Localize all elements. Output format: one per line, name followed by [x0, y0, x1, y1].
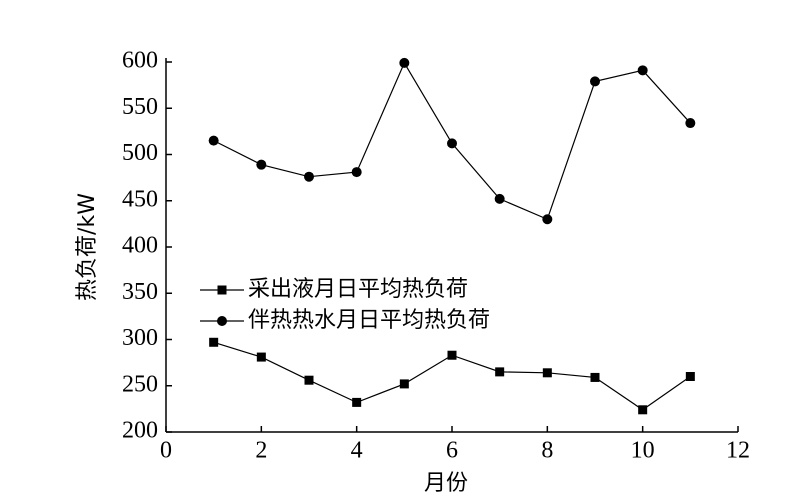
data-point [542, 368, 552, 378]
data-point [256, 352, 266, 362]
data-point [638, 405, 648, 415]
legend-label: 采出液月日平均热负荷 [248, 277, 468, 302]
data-point [352, 397, 362, 407]
legend-marker [217, 285, 227, 295]
y-tick-label: 450 [122, 186, 158, 212]
data-point [685, 372, 695, 381]
data-point [447, 138, 457, 149]
data-point [637, 65, 648, 76]
x-tick-label: 10 [631, 438, 655, 464]
data-point [685, 118, 696, 129]
data-point [256, 159, 267, 170]
y-tick-label: 350 [122, 279, 158, 305]
data-point [208, 135, 219, 146]
data-point [542, 214, 553, 225]
data-point [304, 171, 314, 182]
x-tick-label: 12 [726, 438, 750, 464]
x-tick-label: 0 [160, 438, 172, 464]
data-point [304, 375, 314, 385]
data-point [447, 350, 457, 360]
y-tick-label: 600 [122, 48, 158, 74]
y-tick-label: 500 [122, 140, 158, 166]
y-tick-label: 200 [122, 418, 158, 444]
legend-label: 伴热热水月日平均热负荷 [248, 308, 490, 333]
data-point [399, 379, 409, 389]
y-tick-label: 300 [122, 325, 158, 351]
data-point [590, 372, 600, 382]
data-point [209, 337, 219, 347]
y-axis-label: 热负荷/kW [75, 193, 100, 301]
data-point [351, 167, 362, 178]
y-tick-label: 550 [122, 94, 158, 120]
data-point [495, 367, 505, 377]
x-tick-label: 6 [446, 438, 458, 464]
data-point [590, 76, 600, 87]
x-axis-label: 月份 [424, 471, 468, 496]
legend-marker [217, 316, 227, 326]
y-tick-label: 400 [122, 233, 158, 259]
x-tick-label: 2 [255, 438, 267, 464]
data-point [399, 57, 410, 68]
data-point [494, 193, 505, 204]
x-tick-label: 8 [541, 438, 553, 464]
x-tick-label: 4 [351, 438, 363, 464]
y-tick-label: 250 [122, 371, 158, 397]
